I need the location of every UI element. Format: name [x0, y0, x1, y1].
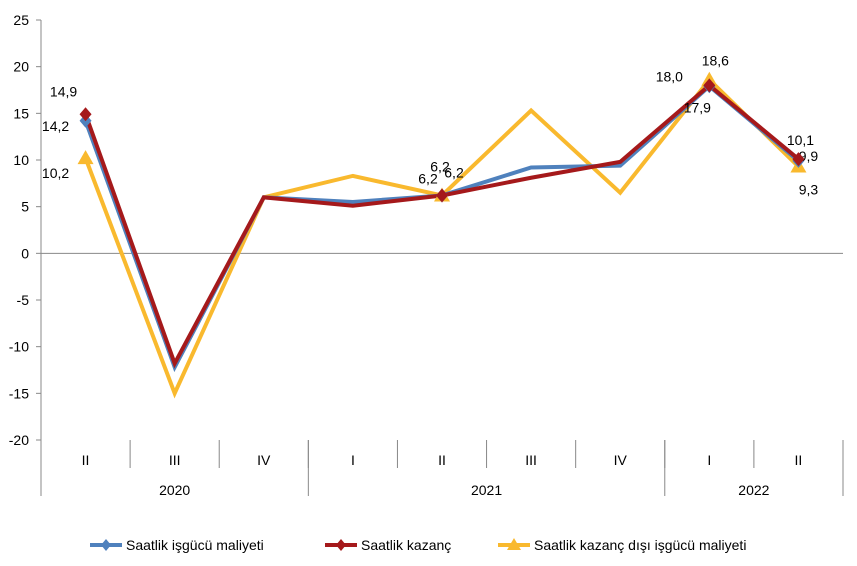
legend-diamond-icon	[101, 539, 111, 551]
diamond-marker	[436, 188, 448, 203]
x-tick-label: II	[795, 452, 803, 468]
y-tick-label: 10	[13, 152, 29, 168]
x-tick-label: IV	[257, 452, 271, 468]
year-label: 2022	[738, 482, 769, 498]
legend-label: Saatlik kazanç	[361, 537, 451, 553]
diamond-marker	[792, 152, 805, 167]
y-tick-label: -5	[17, 292, 30, 308]
y-tick-label: 0	[21, 245, 29, 261]
data-label: 14,9	[50, 83, 77, 99]
data-label: 17,9	[684, 99, 711, 115]
y-tick-label: 25	[13, 12, 29, 28]
x-tick-label: I	[351, 452, 355, 468]
y-tick-label: -10	[9, 339, 29, 355]
year-label: 2021	[471, 482, 502, 498]
data-label: 6,2	[418, 170, 438, 186]
x-tick-label: III	[169, 452, 181, 468]
triangle-marker	[77, 150, 94, 165]
data-label: 6,2	[444, 164, 464, 180]
legend-item: Saatlik kazanç	[325, 537, 451, 553]
year-label: 2020	[159, 482, 190, 498]
x-tick-label: II	[82, 452, 90, 468]
y-tick-label: 20	[13, 59, 29, 75]
data-label: 14,2	[42, 118, 69, 134]
y-tick-label: -20	[9, 432, 29, 448]
series-line	[83, 83, 800, 373]
data-label: 10,1	[787, 132, 814, 148]
x-tick-label: I	[707, 452, 711, 468]
data-label: 18,0	[656, 68, 683, 84]
y-tick-label: 15	[13, 105, 29, 121]
x-tick-label: III	[525, 452, 537, 468]
data-label: 18,6	[702, 53, 729, 69]
legend-diamond-icon	[336, 539, 346, 551]
diamond-marker	[703, 78, 716, 93]
data-label: 6,2	[430, 158, 450, 174]
legend-item: Saatlik kazanç dışı işgücü maliyeti	[498, 537, 746, 553]
legend-triangle-icon	[507, 538, 521, 550]
y-tick-label: -15	[9, 385, 29, 401]
diamond-marker	[79, 107, 92, 122]
legend-item: Saatlik işgücü maliyeti	[90, 537, 264, 553]
x-tick-label: IV	[614, 452, 628, 468]
y-tick-label: 5	[21, 199, 29, 215]
legend-label: Saatlik işgücü maliyeti	[126, 537, 264, 553]
series-line	[83, 82, 800, 369]
data-label: 9,3	[799, 182, 819, 198]
legend-label: Saatlik kazanç dışı işgücü maliyeti	[534, 537, 746, 553]
data-label: 10,2	[42, 165, 69, 181]
x-tick-label: II	[438, 452, 446, 468]
series-line	[83, 76, 800, 399]
